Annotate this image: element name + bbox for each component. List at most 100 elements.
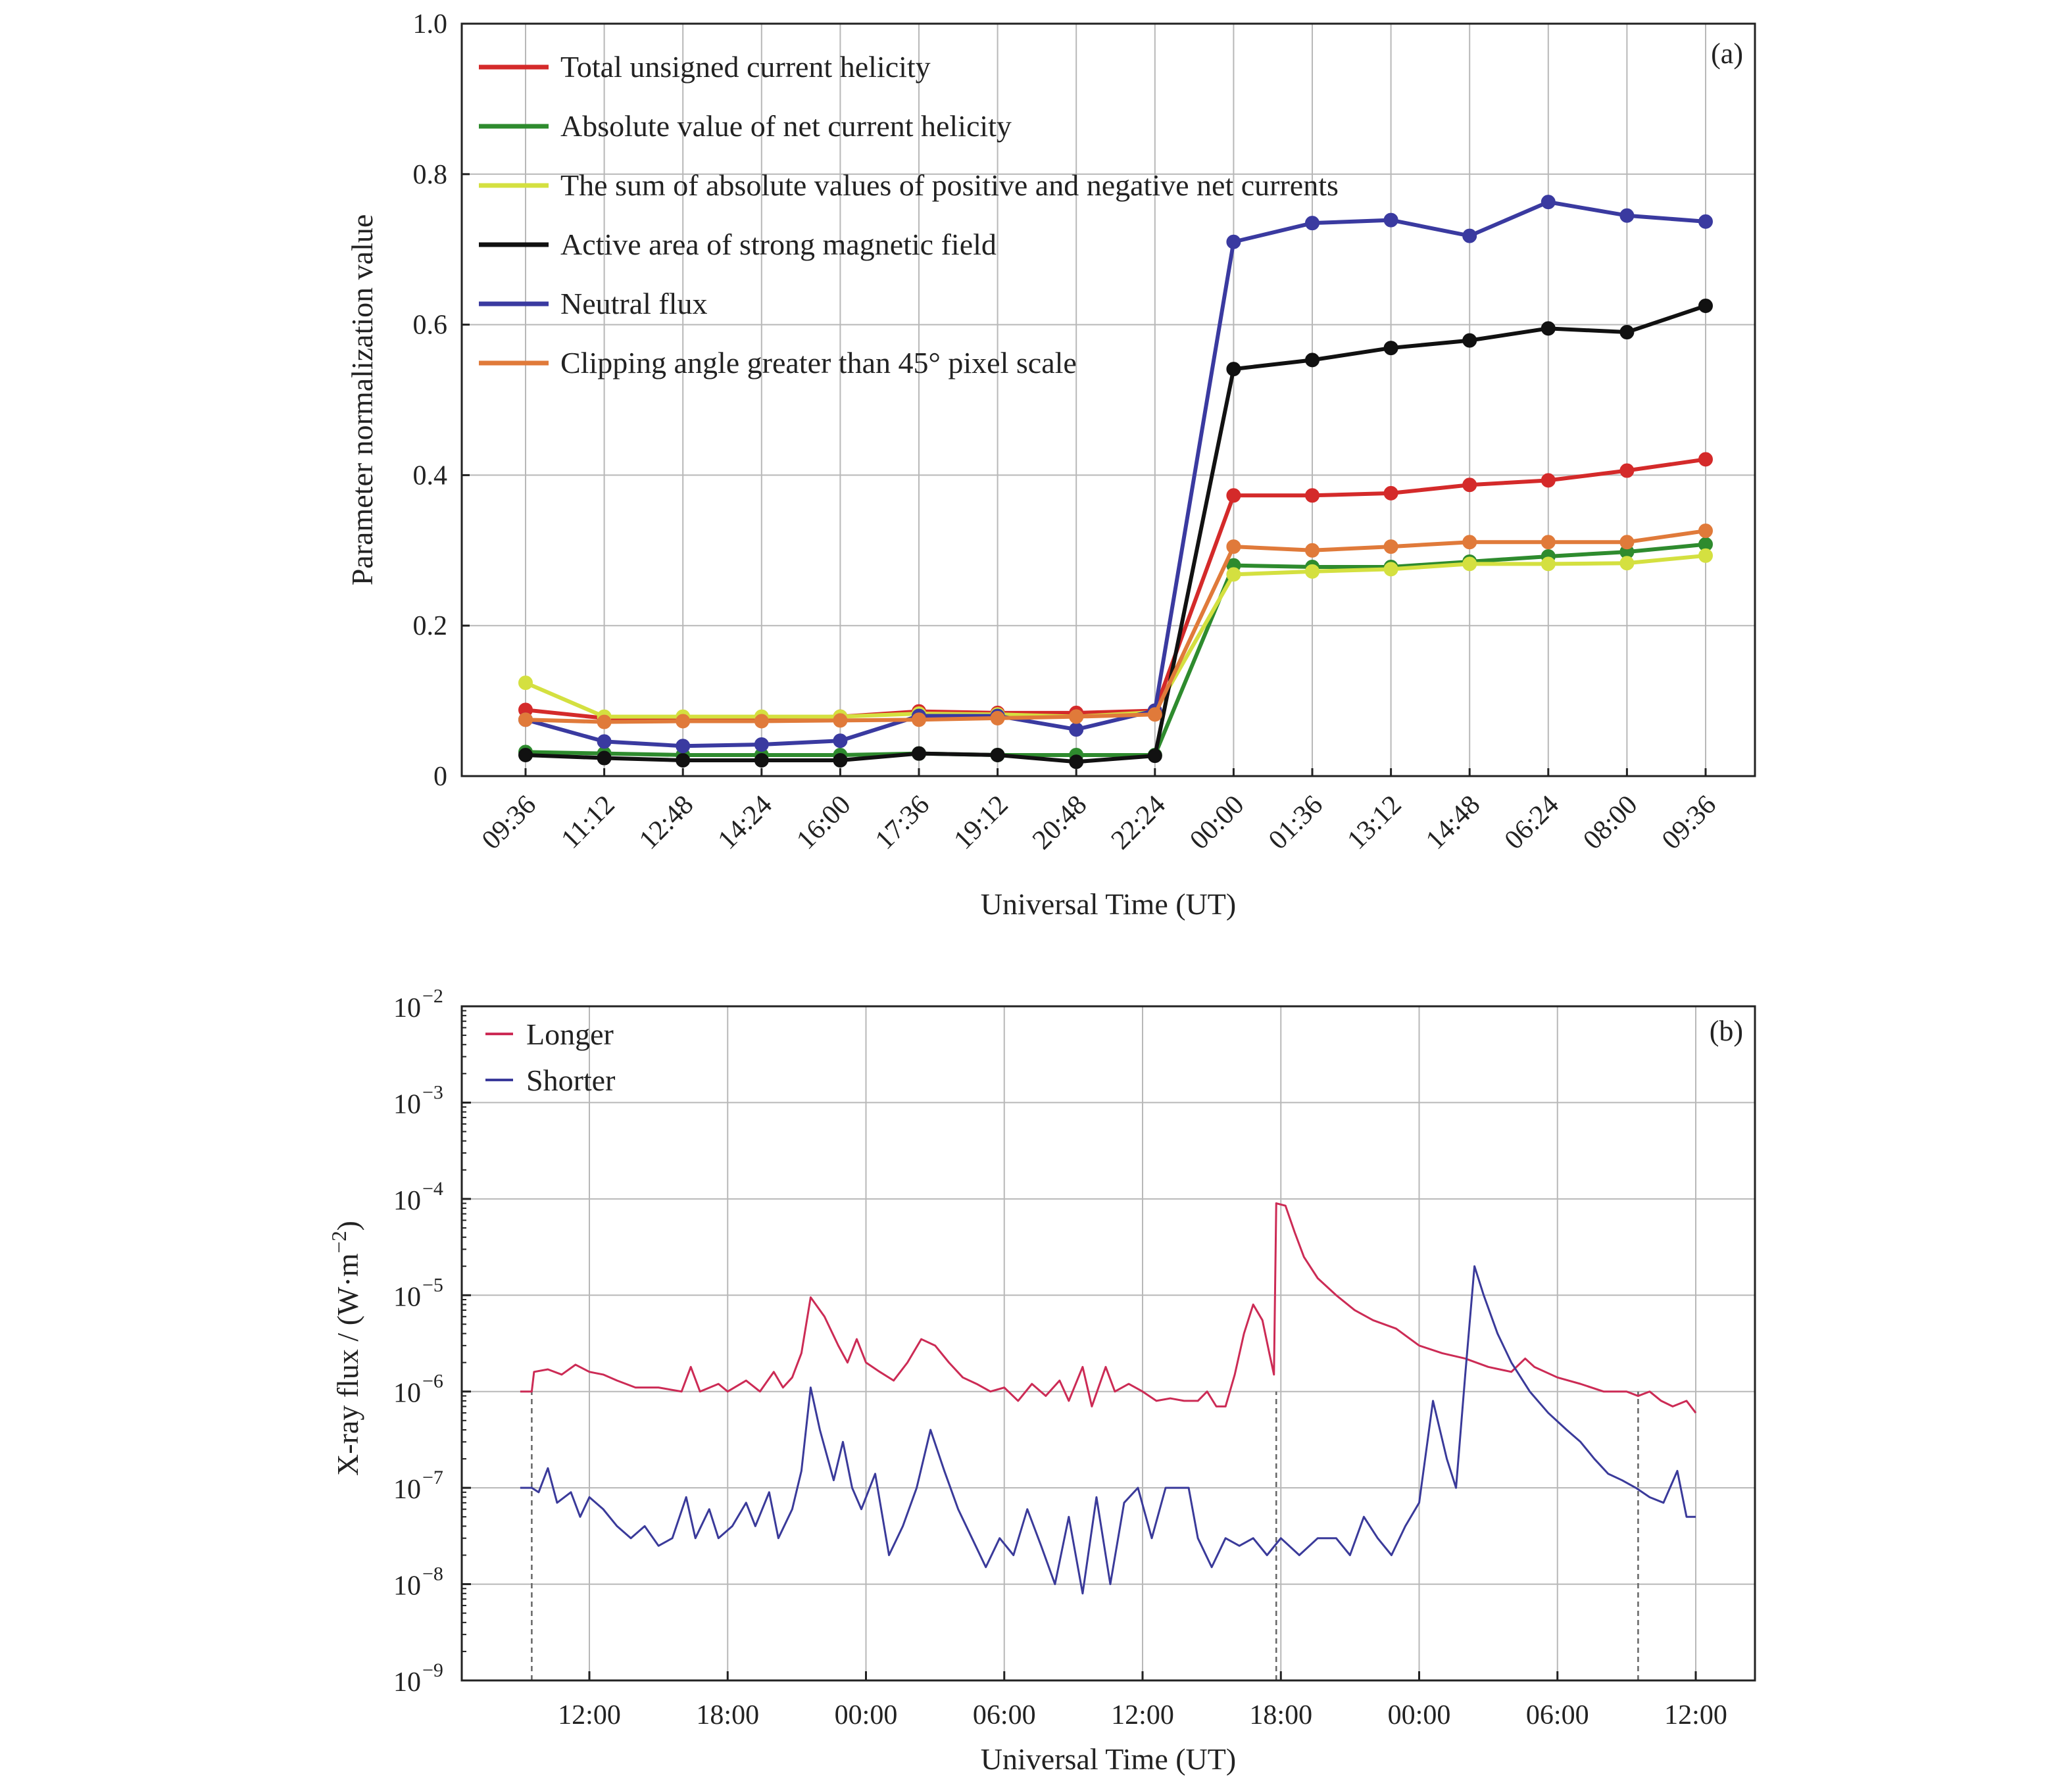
panel-b-y-tick-label: 10 — [393, 1282, 421, 1312]
panel-a-x-tick-label: 09:36 — [476, 790, 542, 856]
panel-b-tag: (b) — [1710, 1015, 1743, 1047]
panel-b-legend-label: Shorter — [526, 1064, 615, 1097]
panel-b-legend-label: Longer — [526, 1017, 614, 1051]
panel-a-data-point — [833, 733, 848, 748]
panel-a-x-tick-label: 06:24 — [1499, 790, 1565, 856]
panel-a-x-tick-label: 12:48 — [633, 790, 699, 856]
panel-b-series-line — [520, 1265, 1696, 1595]
panel-b-y-tick-label: 10 — [393, 1089, 421, 1119]
panel-a-x-tick-label: 14:24 — [712, 790, 778, 856]
panel-a-data-point — [1305, 564, 1320, 579]
panel-a-data-point — [1462, 556, 1477, 572]
panel-b-x-tick-label: 18:00 — [1249, 1700, 1312, 1730]
panel-a-data-point — [754, 714, 769, 729]
panel-b-legend: Longer Shorter — [485, 1017, 615, 1097]
panel-a-data-point — [1069, 722, 1084, 737]
panel-a-data-point — [1383, 341, 1398, 356]
panel-a-data-point — [597, 714, 612, 729]
panel-a-legend-label: Clipping angle greater than 45° pixel sc… — [560, 346, 1077, 379]
panel-a-tag: (a) — [1711, 37, 1743, 70]
panel-b-x-tick-label: 12:00 — [1664, 1700, 1727, 1730]
panel-a-y-tick-label: 0 — [433, 762, 447, 792]
panel-a-data-point — [1305, 353, 1320, 368]
panel-a-data-point — [1069, 754, 1084, 770]
panel-a-data-point — [597, 750, 612, 766]
panel-a-x-tick-label: 22:24 — [1106, 790, 1172, 856]
panel-a-x-tick-label: 19:12 — [948, 790, 1014, 856]
panel-a-data-point — [990, 710, 1005, 725]
panel-b-y-tick-exponent: −6 — [422, 1371, 443, 1392]
panel-a-series-line — [525, 542, 1706, 757]
panel-a: 00.20.40.60.81.0 09:36 11:12 12:48 14:24 16:… — [345, 9, 1756, 921]
panel-a-data-point — [1462, 535, 1477, 550]
panel-a-series-line — [525, 529, 1706, 724]
panel-a-legend-label: Total unsigned current helicity — [560, 50, 931, 84]
panel-a-x-tick-label: 16:00 — [791, 790, 856, 856]
panel-a-data-point — [518, 747, 533, 762]
panel-a-legend: Total unsigned current helicity Absolute … — [479, 50, 1339, 379]
panel-b-y-tick-label: 10 — [393, 1667, 421, 1698]
panel-a-x-tick-label: 00:00 — [1184, 790, 1250, 856]
panel-b-series — [520, 1202, 1697, 1595]
panel-a-series-line — [525, 457, 1706, 720]
panel-a-data-point — [1462, 228, 1477, 243]
panel-a-x-tick-label: 20:48 — [1027, 790, 1093, 856]
panel-a-data-point — [1226, 539, 1241, 554]
panel-a-data-point — [1541, 556, 1556, 572]
panel-b: 10−210−310−410−510−610−710−810−9 12:00 18… — [327, 985, 1756, 1776]
panel-a-data-point — [518, 712, 533, 727]
panel-a-data-point — [1383, 485, 1398, 501]
panel-b-y-tick-exponent: −4 — [422, 1178, 443, 1200]
panel-b-y-axis-title-main: X-ray flux / (W·m — [331, 1253, 364, 1476]
panel-b-frame — [460, 1005, 1756, 1682]
panel-b-y-tick-label: 10 — [393, 1475, 421, 1505]
panel-b-x-tick-label: 00:00 — [835, 1700, 898, 1730]
panel-a-data-point — [833, 752, 848, 768]
panel-a-y-ticks: 0 0.2 0.4 0.6 0.8 1.0 — [413, 9, 470, 792]
panel-a-data-point — [912, 712, 926, 727]
panel-b-x-tick-label: 06:00 — [973, 1700, 1036, 1730]
panel-a-y-tick-label: 0.6 — [413, 310, 448, 341]
panel-a-data-point — [833, 713, 848, 728]
panel-a-data-point — [1462, 333, 1477, 348]
panel-a-data-point — [1698, 299, 1713, 313]
panel-a-data-point — [1383, 562, 1398, 577]
panel-a-y-tick-label: 0.8 — [413, 160, 448, 190]
panel-a-data-point — [1147, 748, 1162, 764]
panel-a-x-tick-label: 17:36 — [870, 790, 935, 856]
panel-b-x-tick-label: 12:00 — [1111, 1700, 1174, 1730]
panel-a-data-point — [1305, 543, 1320, 558]
panel-a-data-point — [1541, 321, 1556, 336]
panel-a-data-point — [1305, 216, 1320, 231]
panel-a-data-point — [1619, 463, 1635, 478]
panel-a-x-tick-label: 14:48 — [1420, 790, 1486, 856]
panel-a-legend-label: The sum of absolute values of positive a… — [560, 168, 1339, 202]
panel-a-data-point — [1305, 488, 1320, 503]
panel-a-x-axis-title: Universal Time (UT) — [981, 887, 1236, 921]
panel-b-x-tick-label: 18:00 — [696, 1700, 759, 1730]
panel-a-data-point — [1698, 524, 1713, 539]
panel-b-y-tick-label: 10 — [393, 1186, 421, 1216]
panel-a-data-point — [1226, 234, 1241, 249]
panel-a-y-tick-label: 0.2 — [413, 611, 448, 641]
panel-a-series-line — [524, 553, 1706, 719]
panel-b-x-tick-label: 00:00 — [1388, 1700, 1451, 1730]
panel-b-y-axis-title: X-ray flux / (W·m−2) — [327, 1221, 364, 1476]
panel-b-y-tick-exponent: −3 — [422, 1081, 443, 1103]
panel-a-y-tick-label: 0.4 — [413, 460, 448, 491]
panel-b-y-tick-exponent: −7 — [422, 1467, 443, 1488]
panel-b-y-axis-title-exponent: −2 — [327, 1231, 351, 1253]
panel-a-y-axis-title: Parameter normalization value — [345, 214, 379, 586]
panel-b-x-ticks: 12:00 18:00 00:00 06:00 12:00 18:00 00:00 06:00… — [558, 1671, 1727, 1730]
panel-a-data-point — [1698, 452, 1713, 467]
panel-a-grid — [462, 24, 1755, 776]
panel-b-flare-markers — [531, 1391, 1639, 1680]
panel-b-y-tick-exponent: −8 — [422, 1563, 443, 1585]
panel-b-y-axis-title-suffix: ) — [331, 1221, 364, 1231]
panel-a-data-point — [597, 734, 612, 749]
panel-a-data-point — [754, 737, 769, 752]
panel-a-frame — [460, 22, 1756, 777]
panel-b-series-line — [520, 1202, 1697, 1414]
panel-a-data-point — [990, 747, 1005, 762]
